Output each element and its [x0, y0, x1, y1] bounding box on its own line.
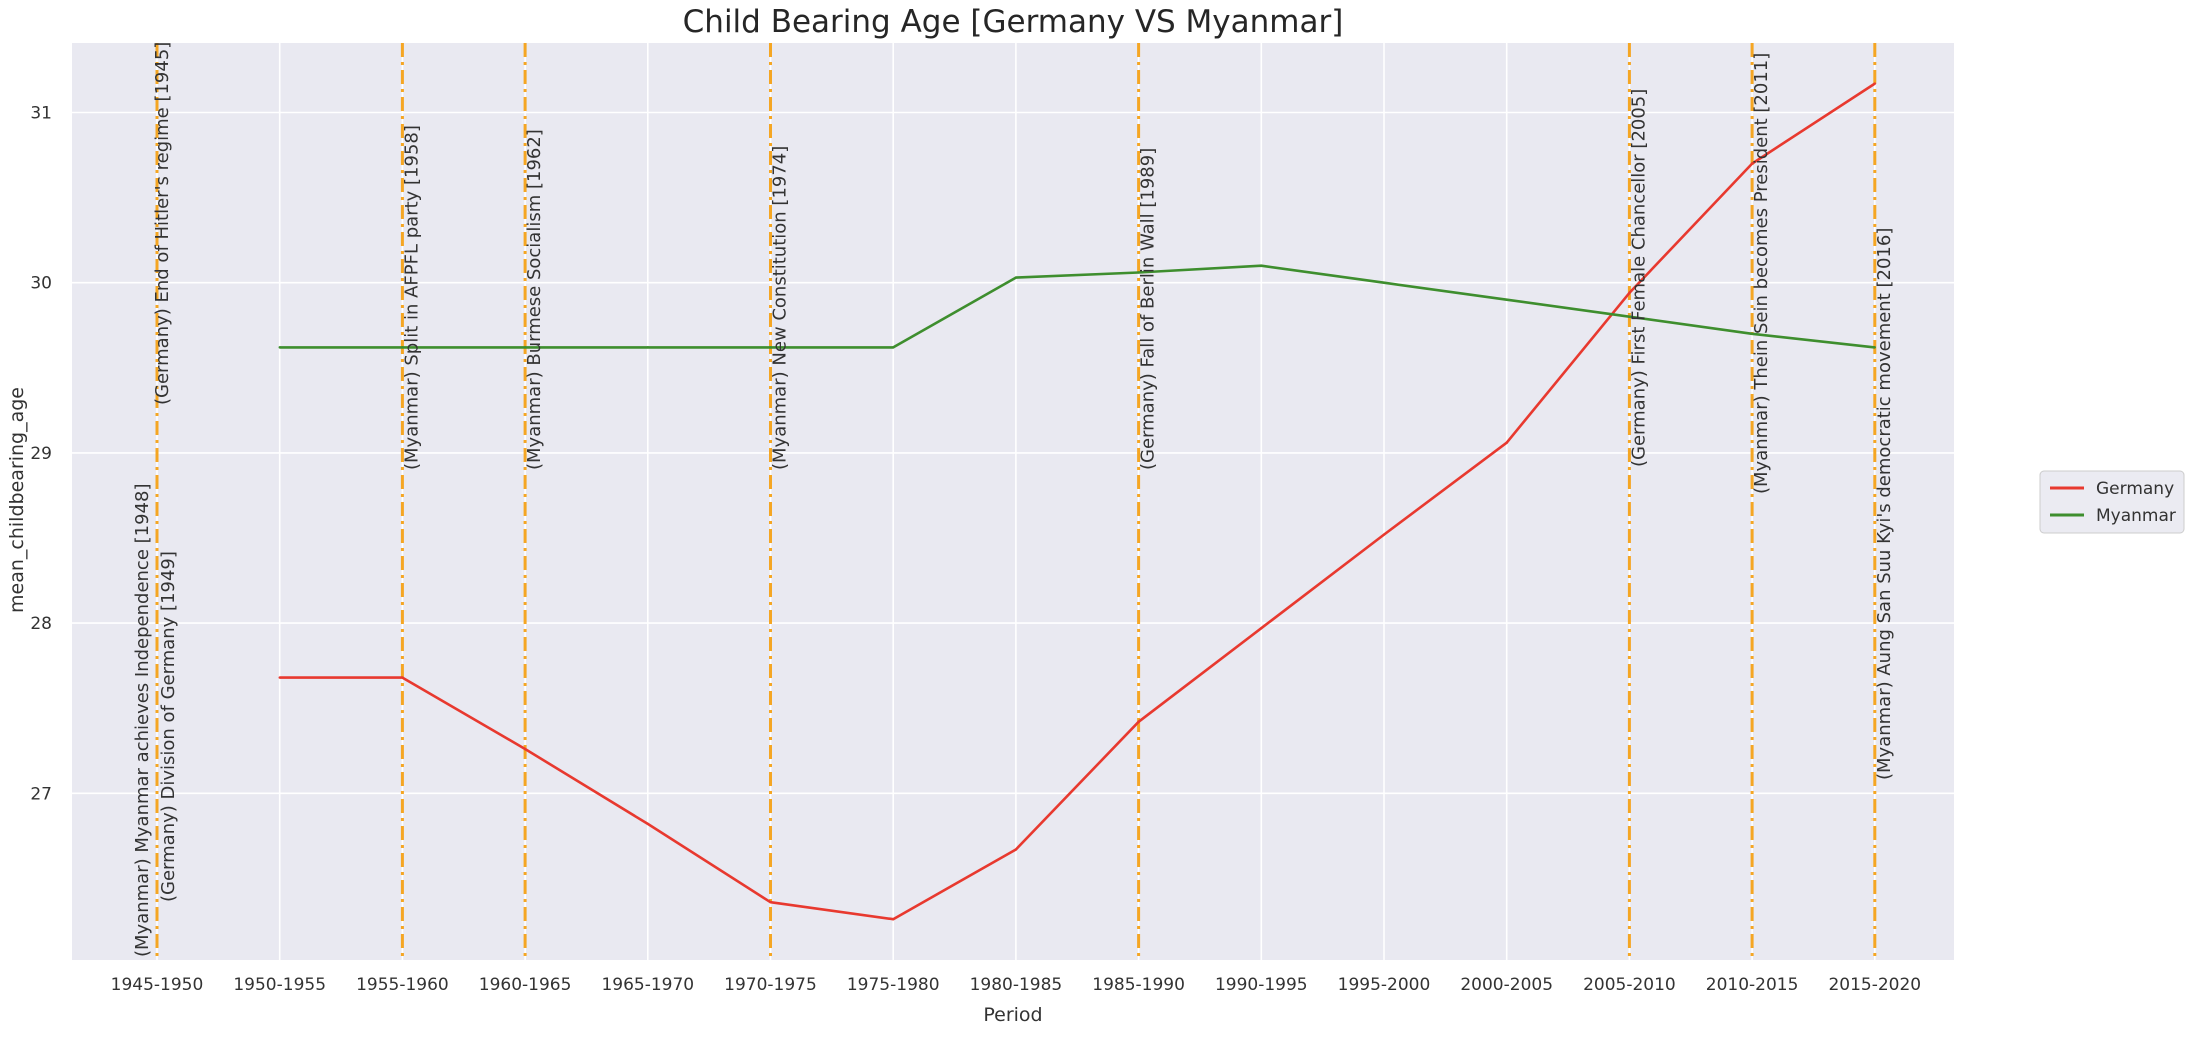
event-label: (Myanmar) Burmese Socialism [1962]	[524, 129, 545, 470]
x-tick-label: 1970-1975	[724, 975, 817, 995]
legend-label: Germany	[2096, 479, 2174, 499]
data-point	[1873, 346, 1877, 349]
event-label: (Myanmar) Aung San Suu Kyi's democratic …	[1874, 228, 1895, 780]
data-point	[1260, 627, 1263, 630]
x-tick-label: 1950-1955	[233, 975, 326, 995]
legend: Germany Myanmar	[2039, 470, 2185, 534]
x-tick-label: 2015-2020	[1828, 975, 1921, 995]
data-point	[1750, 332, 1754, 335]
data-point	[1137, 720, 1140, 724]
x-tick-label: 2000-2005	[1460, 975, 1553, 995]
series-line-germany	[279, 82, 1876, 921]
y-tick-label: 27	[30, 784, 52, 804]
x-tick-label: 1945-1950	[111, 975, 204, 995]
data-point	[1382, 533, 1386, 536]
data-point	[892, 918, 895, 921]
data-point	[646, 822, 649, 826]
data-point	[1628, 291, 1631, 295]
event-label: (Myanmar) New Constitution [1974]	[770, 146, 791, 470]
x-axis-label: Period	[983, 1004, 1042, 1026]
data-point	[278, 346, 281, 349]
x-tick-label: 1965-1970	[601, 975, 694, 995]
data-point	[1382, 281, 1386, 284]
data-point	[892, 346, 895, 349]
data-point	[1014, 848, 1018, 851]
event-markers	[155, 43, 1877, 960]
event-label: (Germany) First Female Chancellor [2005]	[1628, 89, 1649, 467]
plot-area	[72, 43, 1954, 960]
x-tick-label: 1960-1965	[479, 975, 572, 995]
event-label: (Myanmar) Myanmar achieves Independence …	[132, 484, 153, 957]
y-tick-label: 29	[30, 444, 52, 464]
event-label: (Germany) End of Hitler's regime [1945]	[152, 42, 173, 405]
data-point	[1260, 264, 1263, 267]
data-point	[1014, 276, 1018, 279]
legend-label: Myanmar	[2096, 506, 2176, 526]
data-point	[769, 346, 772, 349]
series-line-myanmar	[279, 264, 1875, 349]
data-point	[1873, 82, 1877, 85]
chart-title: Child Bearing Age [Germany VS Myanmar]	[683, 4, 1344, 40]
data-point	[523, 747, 527, 751]
event-label: (Myanmar) Thein Sein becomes President […	[1751, 53, 1772, 494]
event-label: (Germany) Division of Germany [1949]	[158, 551, 179, 902]
x-tick-label: 1975-1980	[847, 975, 940, 995]
y-tick-label: 28	[30, 614, 52, 634]
data-point	[401, 346, 404, 349]
x-tick-label: 1955-1960	[356, 975, 449, 995]
data-point	[1505, 298, 1508, 301]
event-label: (Germany) Fall of Berlin Wall [1989]	[1138, 148, 1159, 470]
data-point	[401, 676, 404, 679]
data-point	[278, 676, 281, 679]
data-point	[523, 346, 527, 349]
x-tick-label: 2010-2015	[1706, 975, 1799, 995]
axis-ticks: 1945-1950 1950-1955 1955-1960 1960-1965 1965…	[30, 104, 1921, 996]
y-tick-label: 30	[30, 274, 52, 294]
data-point	[1628, 315, 1631, 318]
data-point	[1750, 162, 1754, 165]
y-tick-label: 31	[30, 104, 52, 124]
event-labels: (Myanmar) Myanmar achieves Independence …	[132, 42, 1895, 957]
data-point	[646, 346, 649, 349]
data-point	[769, 901, 772, 904]
x-tick-label: 1990-1995	[1215, 975, 1308, 995]
x-tick-label: 1995-2000	[1338, 975, 1431, 995]
x-tick-label: 1985-1990	[1092, 975, 1185, 995]
y-axis-label: mean_childbearing_age	[6, 387, 28, 613]
x-tick-label: 2005-2010	[1583, 975, 1676, 995]
data-point	[1505, 441, 1508, 444]
series-lines	[278, 82, 1877, 921]
data-point	[1137, 271, 1140, 274]
event-label: (Myanmar) Split in AFPFL party [1958]	[401, 125, 422, 470]
x-tick-label: 1980-1985	[970, 975, 1063, 995]
